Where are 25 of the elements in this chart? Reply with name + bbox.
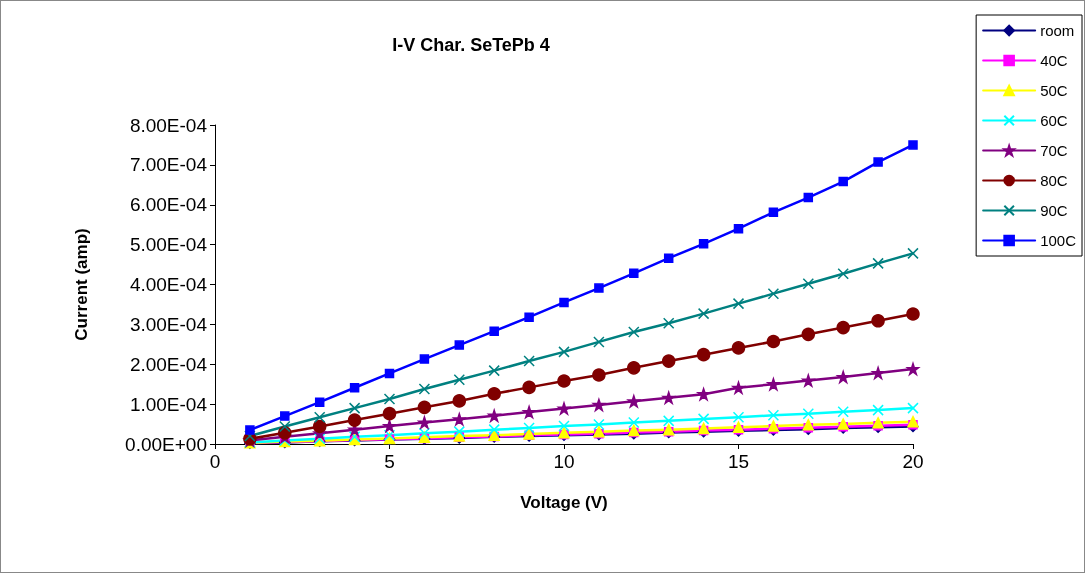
x-tick-label: 20 xyxy=(902,451,924,472)
y-axis-title: Current (amp) xyxy=(72,228,91,341)
x-tick-label: 5 xyxy=(384,451,395,472)
y-tick-label: 4.00E-04 xyxy=(129,274,208,295)
x-tick-label: 10 xyxy=(553,451,575,472)
y-tick-label: 3.00E-04 xyxy=(129,313,208,335)
legend-label: 40C xyxy=(1040,52,1068,69)
legend-label: 60C xyxy=(1040,112,1068,129)
legend-label: 70C xyxy=(1040,142,1068,159)
y-tick-label: 8.00E-04 xyxy=(129,114,208,136)
x-tick-label: 0 xyxy=(209,451,221,472)
y-tick-label: 0.00E+00 xyxy=(125,433,207,455)
y-tick-label: 6.00E-04 xyxy=(129,194,208,216)
y-tick-label: 7.00E-04 xyxy=(129,154,208,176)
y-tick-label: 5.00E-04 xyxy=(129,234,208,256)
legend-label: 90C xyxy=(1040,202,1068,219)
legend-label: 80C xyxy=(1040,172,1068,189)
y-tick-label: 1.00E-04 xyxy=(129,393,208,415)
chart-title: I-V Char. SeTePb 4 xyxy=(392,35,550,55)
legend-label: 100C xyxy=(1040,232,1077,249)
legend-label: room xyxy=(1040,22,1075,39)
legend-label: 50C xyxy=(1040,82,1068,99)
x-tick-label: 15 xyxy=(727,451,750,472)
y-tick-label: 2.00E-04 xyxy=(129,353,208,375)
x-axis-title: Voltage (V) xyxy=(520,493,608,512)
